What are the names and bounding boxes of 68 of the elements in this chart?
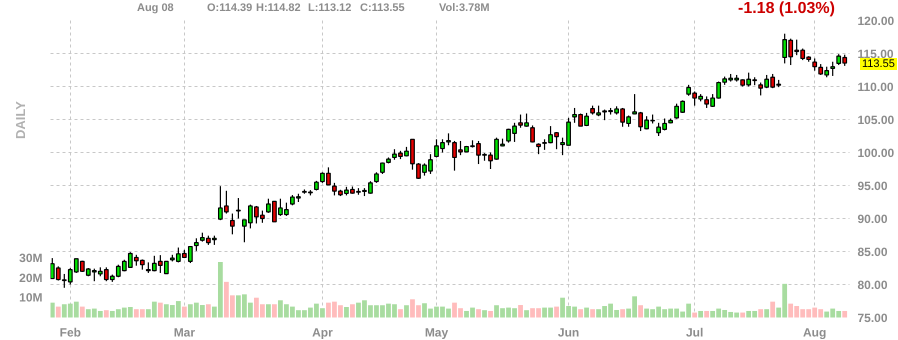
text: H:114.82 [256, 2, 301, 14]
text: O:114.39 [207, 2, 252, 14]
y-tick-label: 90.00 [858, 212, 888, 226]
bar [350, 304, 355, 318]
bar [758, 309, 764, 318]
candlestick [446, 132, 451, 146]
bar [584, 308, 589, 318]
y2-tick-label: 10M [19, 290, 43, 305]
y-tick-label: 100.00 [858, 146, 895, 160]
text: -1.18 (1.03%) [738, 0, 835, 18]
bar [554, 306, 559, 318]
bar [476, 309, 481, 318]
y-tick-label: 80.00 [858, 278, 888, 292]
bar [518, 305, 523, 318]
x-tick-label: Jun [558, 326, 580, 340]
bar [80, 306, 85, 318]
bar [698, 310, 704, 318]
x-tick-label: Aug [803, 326, 826, 340]
candlestick [230, 212, 235, 235]
bar [704, 310, 710, 318]
bar [266, 304, 271, 318]
x-tick-label: May [424, 326, 448, 340]
bar [158, 302, 163, 318]
bar [740, 312, 746, 318]
text: L:113.12 [308, 2, 352, 14]
text: C:113.55 [360, 2, 405, 14]
bar [404, 305, 409, 318]
bar [590, 309, 595, 318]
y-tick-label: 75.00 [858, 311, 888, 325]
text: Vol:3.78M [439, 2, 490, 14]
bar [104, 310, 109, 318]
x-tick-label: Feb [60, 326, 81, 340]
bar [482, 310, 487, 318]
bar [344, 307, 349, 318]
y2-tick-label: 20M [19, 270, 43, 285]
bar [488, 310, 493, 318]
bar [272, 304, 277, 318]
bar [206, 304, 211, 318]
y-tick-label: 105.00 [858, 113, 895, 127]
candlestick [830, 61, 836, 77]
bar [620, 309, 625, 318]
candlestick [530, 124, 535, 144]
text: Aug 08 [137, 2, 174, 14]
candlestick [374, 172, 379, 184]
bar [398, 309, 403, 318]
candlestick [812, 58, 818, 72]
x-tick-label: Jul [686, 326, 704, 340]
x-tick-label: Apr [312, 326, 334, 340]
bar [56, 306, 61, 318]
bar [578, 309, 583, 318]
text: DAILY [13, 101, 28, 139]
candlestick [236, 197, 241, 220]
bar [764, 309, 770, 318]
bar [524, 310, 529, 318]
y2-tick-label: 30M [19, 251, 43, 266]
bar [842, 310, 848, 318]
text: 113.55 [860, 58, 897, 70]
bar [692, 312, 698, 318]
candlestick [194, 238, 199, 252]
y-tick-label: 95.00 [858, 179, 888, 193]
bar [638, 305, 643, 318]
bar [182, 306, 187, 318]
bar [770, 302, 776, 318]
x-tick-label: Mar [174, 326, 196, 340]
y-tick-label: 85.00 [858, 245, 888, 259]
y-tick-label: 110.00 [858, 80, 894, 94]
y-tick-label: 120.00 [858, 14, 895, 28]
bar [50, 302, 55, 318]
